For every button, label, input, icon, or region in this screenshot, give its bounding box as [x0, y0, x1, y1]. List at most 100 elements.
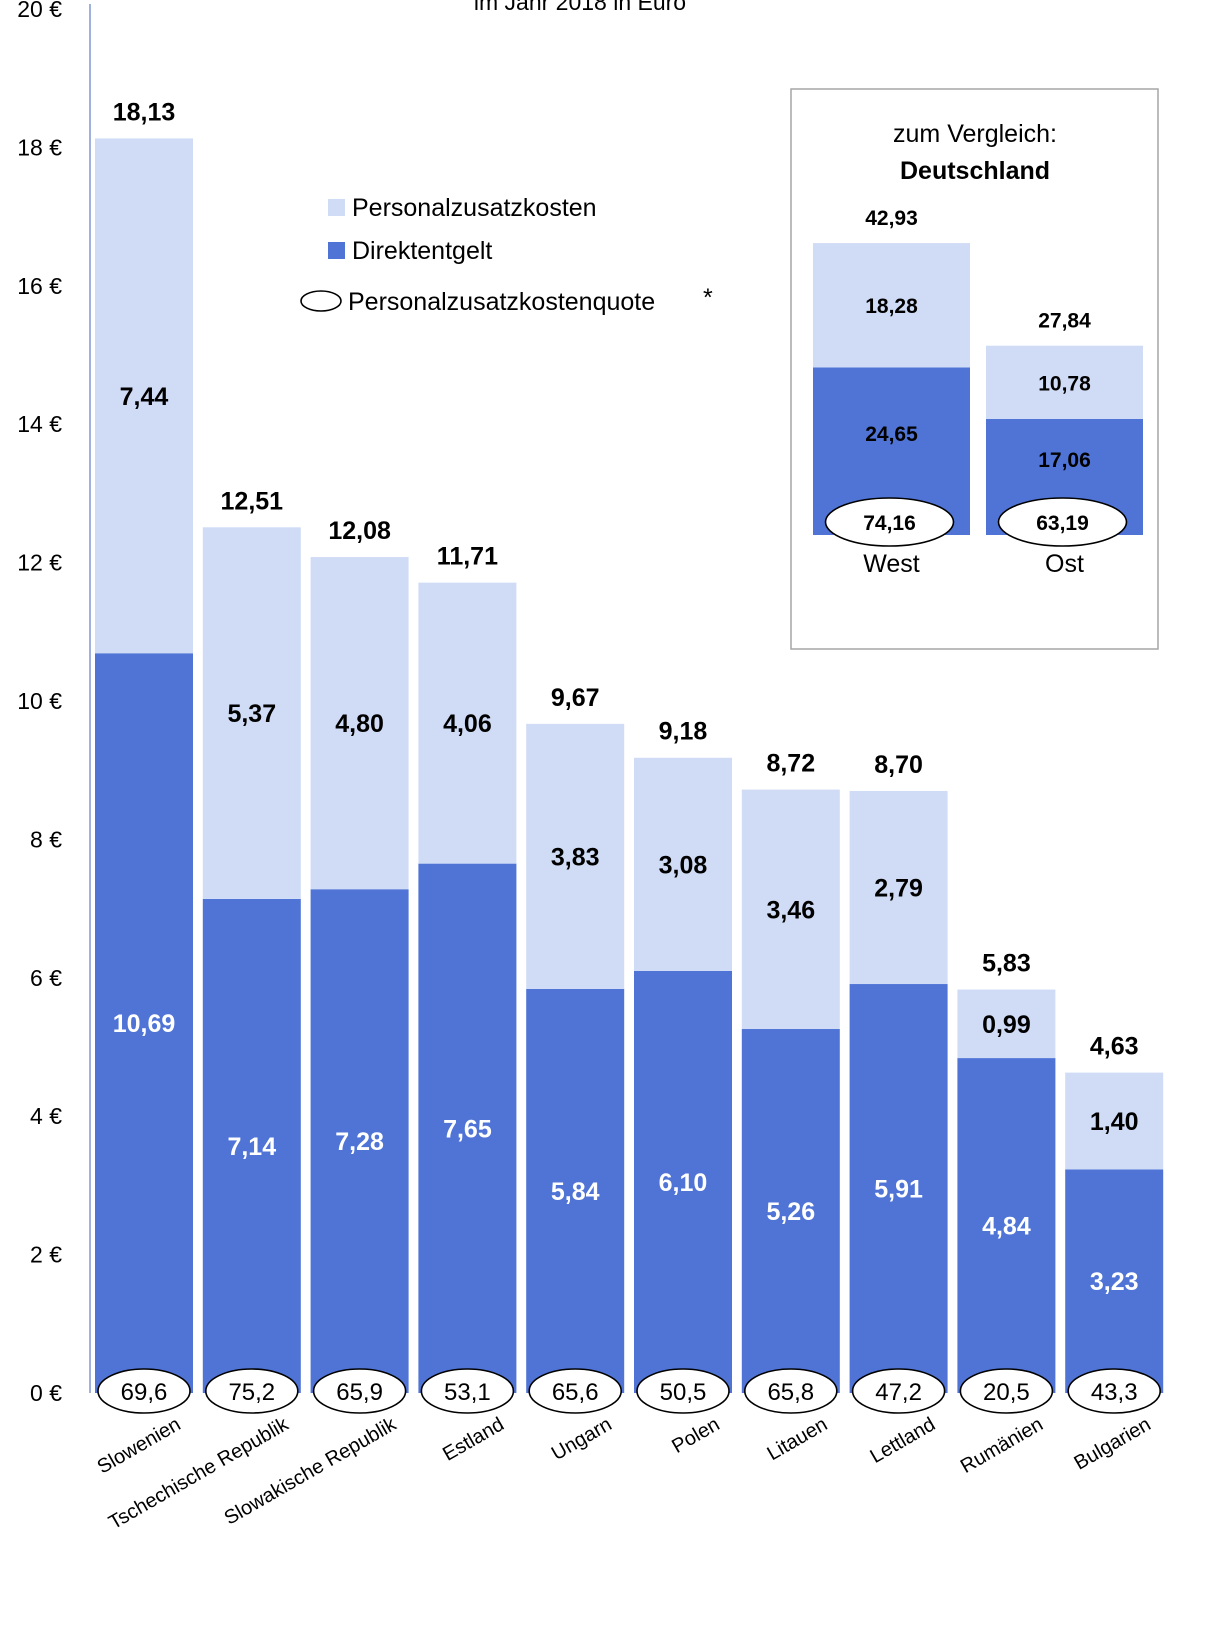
bar-personalzusatzkosten [634, 757, 732, 971]
inset-category-label: Ost [1045, 550, 1084, 578]
category-label: Lettland [866, 1413, 939, 1468]
quote-ellipse [420, 1368, 515, 1414]
legend-quote-marker: * [703, 284, 713, 312]
category-label: Tschechische Republik [105, 1413, 293, 1534]
category-label: Rumänien [957, 1413, 1047, 1478]
inset-total-label: 27,84 [1038, 310, 1091, 333]
category-label: Estland [439, 1413, 508, 1465]
y-tick-label: 8 € [30, 826, 62, 852]
y-tick-label: 16 € [17, 273, 62, 299]
bar-personalzusatzkosten [310, 557, 409, 890]
total-label: 8,72 [766, 750, 815, 778]
y-tick-label: 0 € [30, 1380, 62, 1406]
quote-label: 69,6 [121, 1379, 168, 1406]
bar-personalzusatzkosten [849, 790, 948, 985]
quote-ellipse [636, 1368, 730, 1414]
inset-personalzusatzkosten-label: 10,78 [1038, 372, 1091, 395]
inset-direktentgelt-label: 17,06 [1038, 449, 1091, 472]
category-label: Polen [668, 1413, 723, 1458]
personalzusatzkosten-label: 4,06 [443, 710, 492, 738]
inset-bar-personalzusatzkosten [813, 243, 970, 368]
total-label: 9,67 [551, 684, 600, 712]
direktentgelt-label: 3,23 [1090, 1268, 1139, 1296]
inset-total-label: 42,93 [865, 207, 918, 230]
category-label: Slowakische Republik [221, 1413, 401, 1530]
bar-direktentgelt [526, 988, 625, 1393]
bar-personalzusatzkosten [202, 527, 301, 899]
bar-personalzusatzkosten [418, 582, 517, 864]
bar-direktentgelt [95, 653, 193, 1393]
quote-ellipse [743, 1368, 838, 1414]
legend-label-personalzusatzkosten: Personalzusatzkosten [352, 194, 597, 222]
category-label: Slowenien [94, 1413, 185, 1478]
inset-direktentgelt-label: 24,65 [865, 423, 918, 446]
germany-inset: zum Vergleich: Deutschland 42,93 18,28 24,65… [790, 88, 1159, 650]
direktentgelt-label: 7,65 [443, 1115, 492, 1143]
total-label: 9,18 [659, 718, 708, 746]
bar-direktentgelt [418, 863, 517, 1393]
quote-ellipse [97, 1368, 191, 1414]
inset-bar-personalzusatzkosten [986, 345, 1143, 419]
legend-swatch-direktentgelt [328, 242, 345, 259]
quote-label: 65,9 [336, 1379, 383, 1406]
inset-quote-ellipse [997, 497, 1128, 547]
y-tick-label: 12 € [17, 550, 62, 576]
chart-subtitle: im Jahr 2018 in Euro [474, 0, 686, 15]
personalzusatzkosten-label: 1,40 [1090, 1108, 1139, 1136]
quote-ellipse [851, 1368, 946, 1414]
legend-swatch-quote [300, 290, 342, 312]
quote-label: 50,5 [660, 1379, 707, 1406]
y-tick-label: 20 € [17, 0, 62, 22]
bars: 18,13 7,44 10,69 69,6 12,51 5,37 7,14 75,2 12,08… [95, 98, 1164, 1414]
direktentgelt-label: 10,69 [113, 1010, 176, 1038]
quote-label: 53,1 [444, 1379, 491, 1406]
total-label: 4,63 [1090, 1033, 1139, 1061]
bar-direktentgelt [202, 898, 301, 1393]
direktentgelt-label: 6,10 [659, 1169, 708, 1197]
quote-label: 20,5 [983, 1379, 1030, 1406]
y-tick-label: 2 € [30, 1242, 62, 1268]
inset-quote-ellipse [824, 497, 955, 547]
legend-swatch-personalzusatzkosten [328, 199, 345, 216]
total-label: 8,70 [874, 751, 923, 779]
category-label: Litauen [763, 1413, 831, 1465]
quote-label: 65,6 [552, 1379, 599, 1406]
personalzusatzkosten-label: 7,44 [120, 383, 169, 411]
legend-label-quote: Personalzusatzkostenquote [348, 288, 655, 316]
direktentgelt-label: 7,28 [335, 1128, 384, 1156]
quote-label: 65,8 [767, 1379, 814, 1406]
bar-direktentgelt [1065, 1169, 1164, 1393]
total-label: 12,08 [328, 517, 391, 545]
quote-ellipse [312, 1368, 407, 1414]
quote-label: 43,3 [1091, 1379, 1138, 1406]
total-label: 5,83 [982, 950, 1031, 978]
personalzusatzkosten-label: 5,37 [227, 700, 276, 728]
category-label: Bulgarien [1071, 1413, 1155, 1474]
personalzusatzkosten-label: 0,99 [982, 1011, 1031, 1039]
bar-personalzusatzkosten [526, 723, 625, 989]
bar-personalzusatzkosten [1065, 1072, 1164, 1170]
personalzusatzkosten-label: 3,83 [551, 843, 600, 871]
quote-ellipse [528, 1368, 623, 1414]
y-axis: 0 € 2 € 4 € 6 € 8 € 10 € 12 € 14 € 16 € 18 € 20 € [17, 0, 91, 1406]
bar-direktentgelt [741, 1029, 840, 1393]
direktentgelt-label: 7,14 [227, 1133, 276, 1161]
bar-personalzusatzkosten [95, 138, 193, 654]
quote-label: 75,2 [228, 1379, 275, 1406]
legend: Personalzusatzkosten Direktentgelt Persona… [300, 194, 713, 316]
y-tick-label: 6 € [30, 965, 62, 991]
bar-personalzusatzkosten [957, 989, 1056, 1059]
y-tick-label: 18 € [17, 134, 62, 160]
inset-quote-label: 63,19 [1036, 512, 1089, 535]
total-label: 11,71 [437, 543, 498, 571]
inset-subtitle: Deutschland [900, 157, 1050, 185]
quote-ellipse [959, 1368, 1054, 1414]
direktentgelt-label: 5,26 [766, 1198, 815, 1226]
personalzusatzkosten-label: 3,46 [766, 896, 815, 924]
inset-category-label: West [863, 550, 920, 578]
quote-ellipse [1067, 1368, 1161, 1414]
total-label: 18,13 [113, 98, 176, 126]
total-label: 12,51 [221, 487, 284, 515]
